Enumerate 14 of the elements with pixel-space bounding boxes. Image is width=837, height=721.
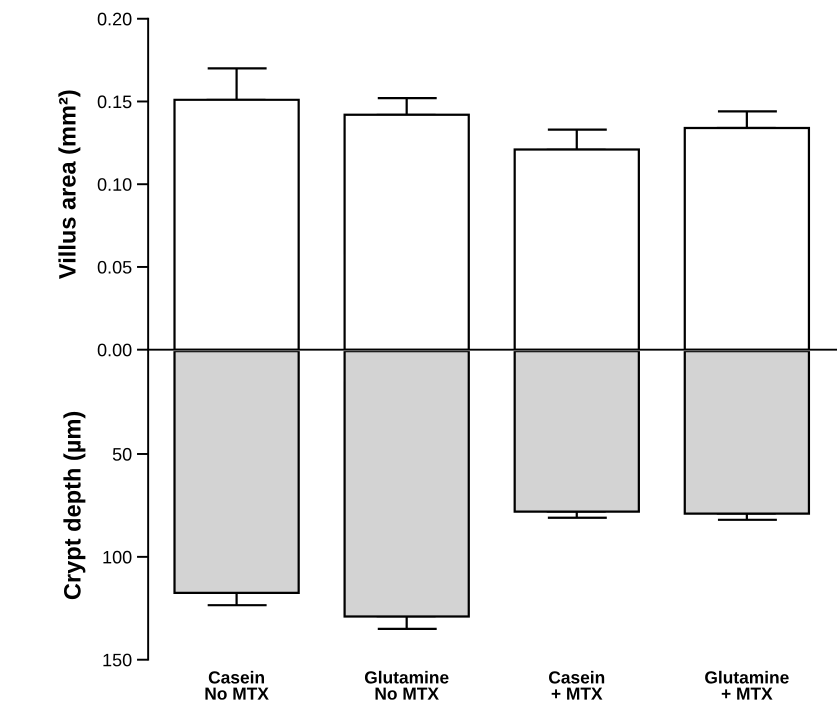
y-tick-label: 50 (112, 448, 132, 461)
y-axis-title: Villus area (mm²) (58, 90, 80, 279)
y-axis-title: Crypt depth (µm) (63, 412, 86, 600)
x-tick-label: Glutamine + MTX (705, 670, 789, 700)
y-tick-label: 0.20 (98, 12, 132, 26)
y-tick-label: 0.05 (98, 260, 132, 274)
y-tick-label: 0.15 (98, 95, 132, 108)
y-tick-label: 0.10 (98, 178, 132, 191)
x-tick-label: Casein No MTX (205, 670, 269, 700)
x-tick-label: Casein + MTX (549, 670, 604, 700)
y-tick-label: 150 (103, 654, 132, 666)
y-tick-label: 0.00 (98, 344, 132, 356)
y-tick-label: 100 (103, 550, 132, 564)
x-tick-label: Glutamine No MTX (364, 670, 449, 700)
